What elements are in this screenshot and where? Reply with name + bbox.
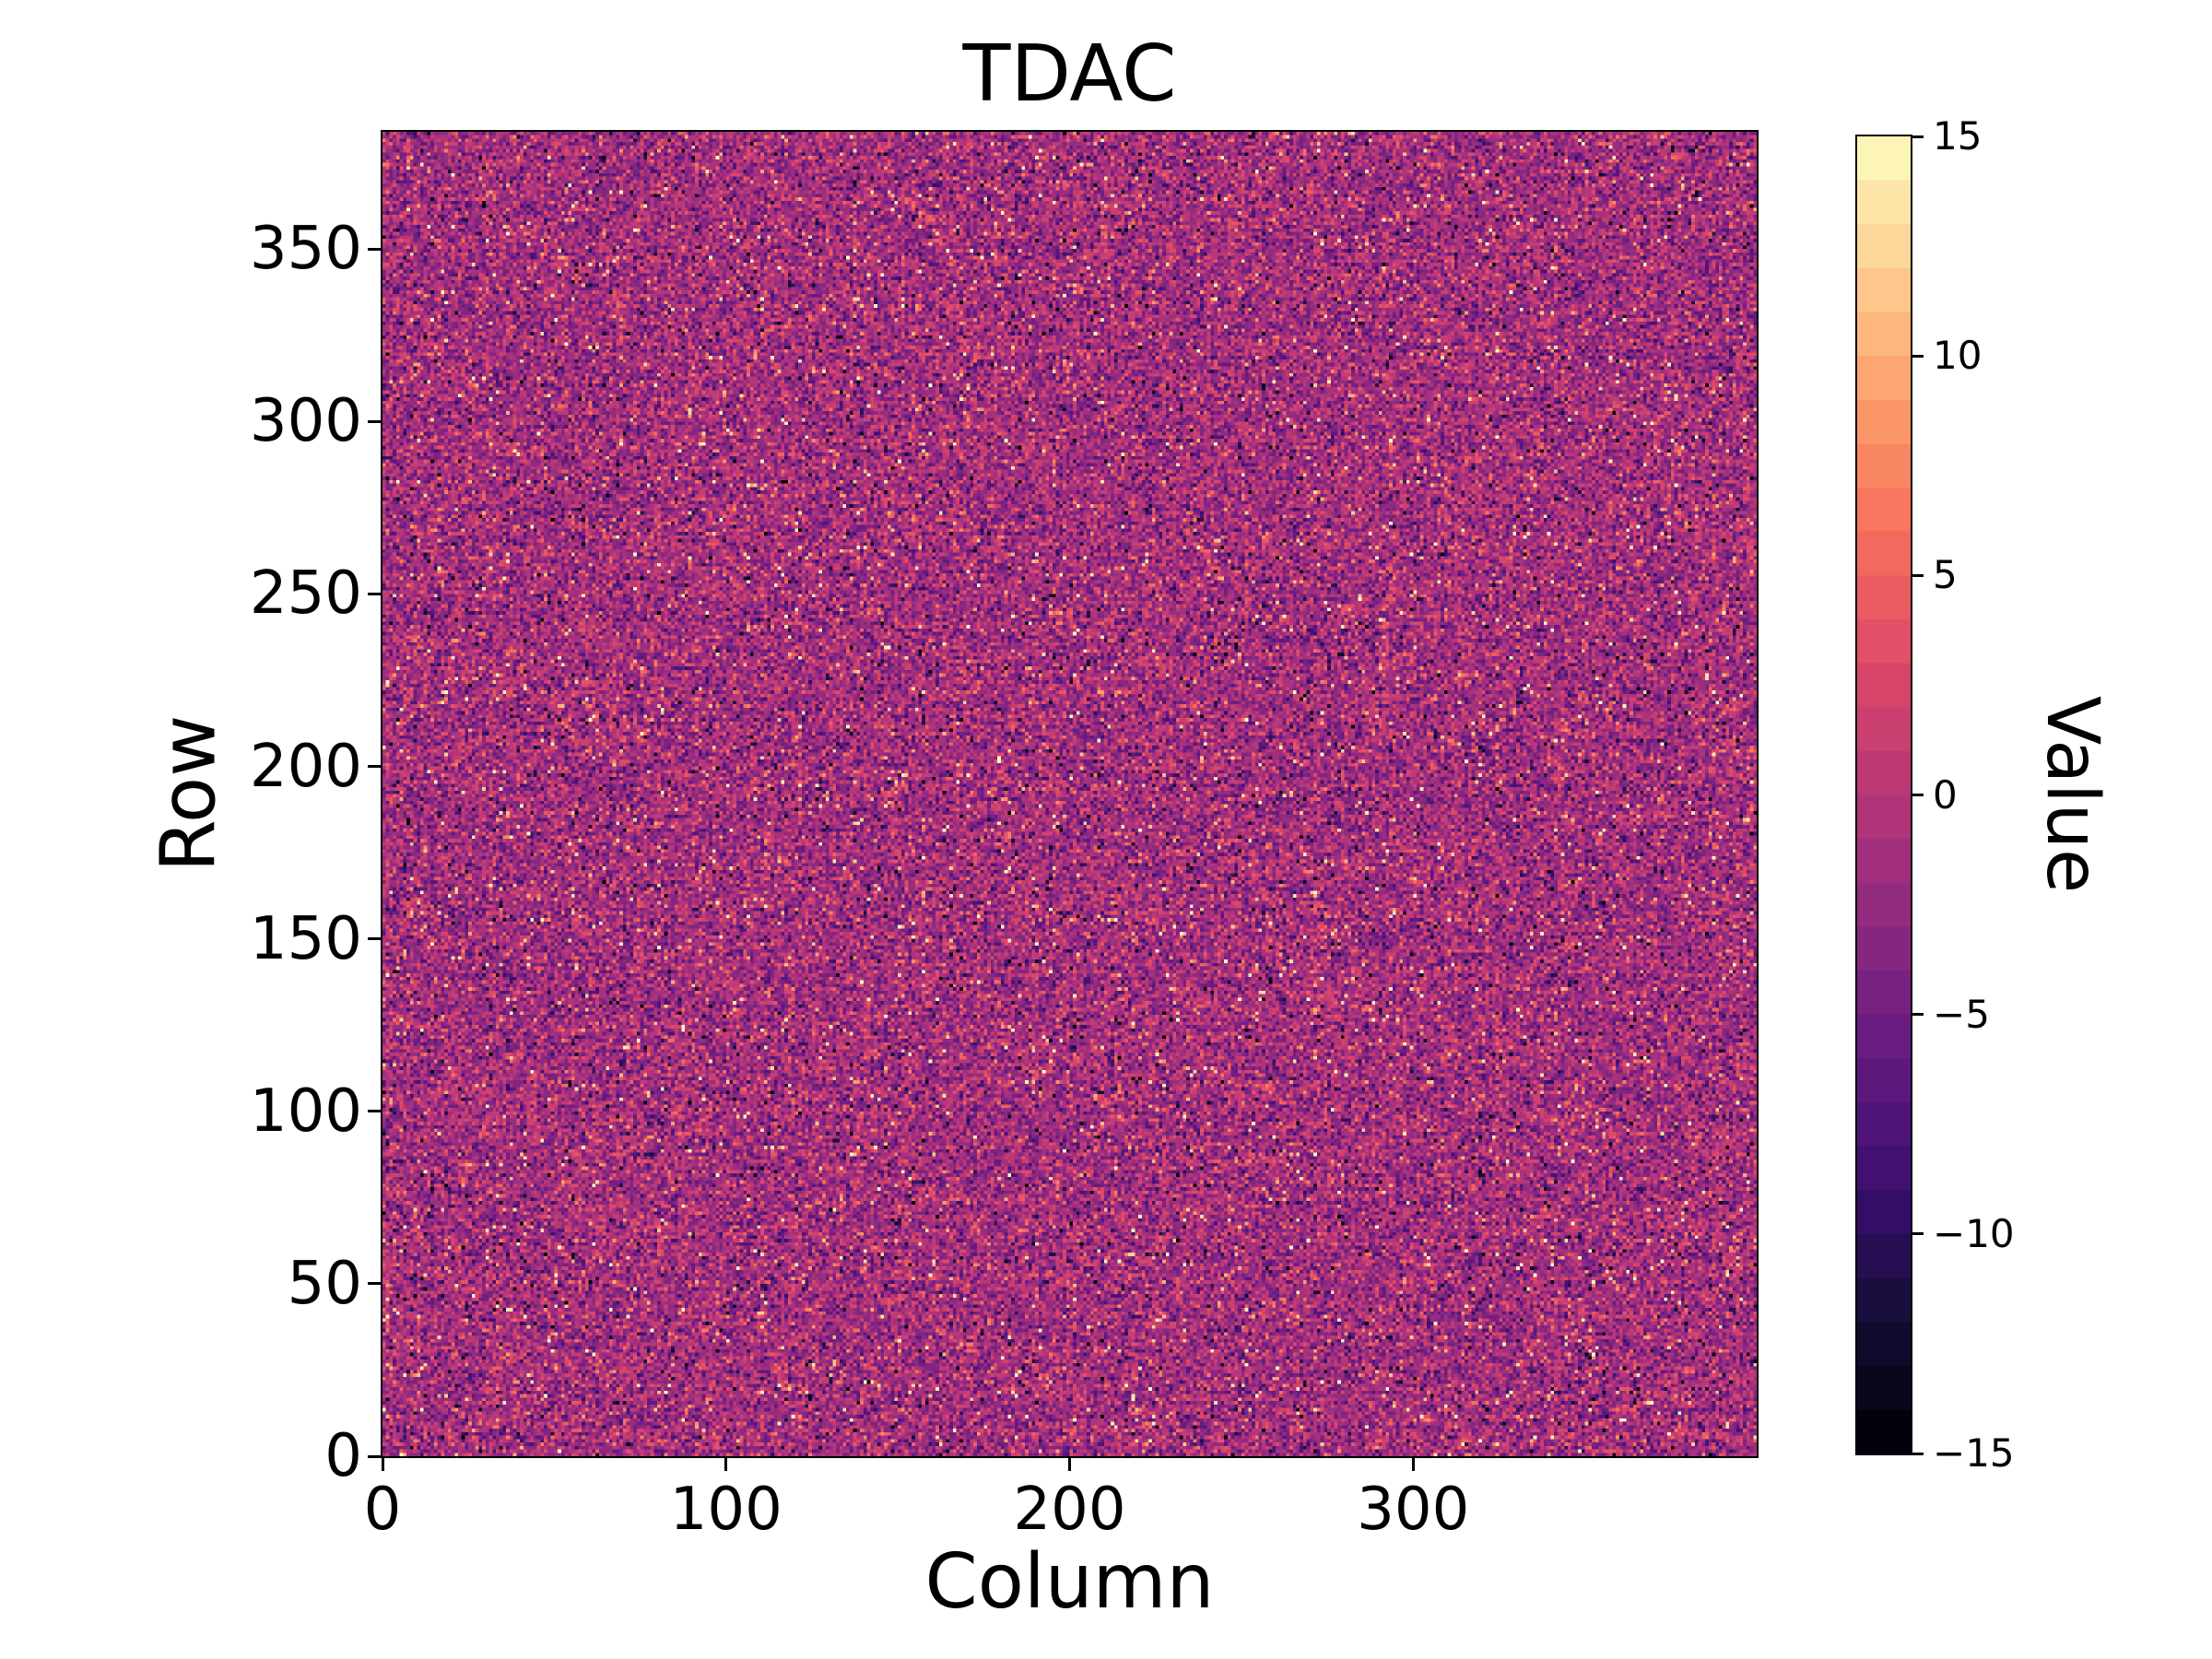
y-tick-label: 250 bbox=[249, 559, 362, 629]
colorbar-tick-mark bbox=[1912, 573, 1924, 577]
y-tick-label: 350 bbox=[249, 215, 362, 284]
y-tick-label: 50 bbox=[287, 1249, 362, 1318]
y-tick-mark bbox=[368, 247, 381, 251]
y-tick-mark bbox=[368, 937, 381, 941]
colorbar-tick-label: −10 bbox=[1933, 1210, 2015, 1256]
colorbar-tick-label: 10 bbox=[1933, 333, 1983, 379]
x-tick-label: 0 bbox=[363, 1476, 402, 1544]
colorbar-tick-label: −5 bbox=[1933, 991, 1990, 1037]
y-tick-label: 200 bbox=[249, 732, 362, 801]
y-tick-mark bbox=[368, 419, 381, 423]
colorbar-tick-mark bbox=[1912, 794, 1924, 796]
colorbar-label: Value bbox=[2030, 695, 2113, 894]
heatmap-canvas bbox=[382, 132, 1757, 1456]
y-tick-mark bbox=[368, 592, 381, 595]
colorbar-tick-label: 5 bbox=[1933, 552, 1958, 598]
x-tick-label: 100 bbox=[669, 1476, 782, 1544]
y-tick-mark bbox=[368, 1282, 381, 1286]
x-tick-mark bbox=[381, 1458, 384, 1471]
colorbar-tick-mark bbox=[1912, 135, 1924, 138]
x-tick-mark bbox=[724, 1458, 728, 1471]
x-tick-mark bbox=[1068, 1458, 1071, 1471]
chart-title: TDAC bbox=[962, 29, 1177, 120]
colorbar-tick-label: 15 bbox=[1933, 113, 1983, 159]
x-tick-label: 200 bbox=[1013, 1476, 1126, 1544]
colorbar bbox=[1855, 135, 1912, 1455]
y-tick-label: 300 bbox=[249, 387, 362, 456]
y-tick-label: 0 bbox=[324, 1422, 362, 1490]
x-tick-mark bbox=[1411, 1458, 1415, 1471]
plot-area bbox=[381, 130, 1759, 1458]
x-axis-label: Column bbox=[924, 1538, 1215, 1626]
colorbar-tick-mark bbox=[1912, 1013, 1924, 1017]
colorbar-tick-mark bbox=[1912, 1232, 1924, 1236]
colorbar-tick-label: 0 bbox=[1933, 771, 1958, 818]
colorbar-tick-mark bbox=[1912, 354, 1924, 358]
y-tick-label: 150 bbox=[249, 904, 362, 973]
y-tick-mark bbox=[368, 1454, 381, 1458]
colorbar-canvas bbox=[1857, 136, 1911, 1453]
colorbar-tick-mark bbox=[1912, 1452, 1924, 1455]
y-tick-label: 100 bbox=[249, 1077, 362, 1146]
y-tick-mark bbox=[368, 1110, 381, 1113]
colorbar-tick-label: −15 bbox=[1933, 1430, 2015, 1476]
y-tick-mark bbox=[368, 765, 381, 769]
x-tick-label: 300 bbox=[1357, 1476, 1470, 1544]
